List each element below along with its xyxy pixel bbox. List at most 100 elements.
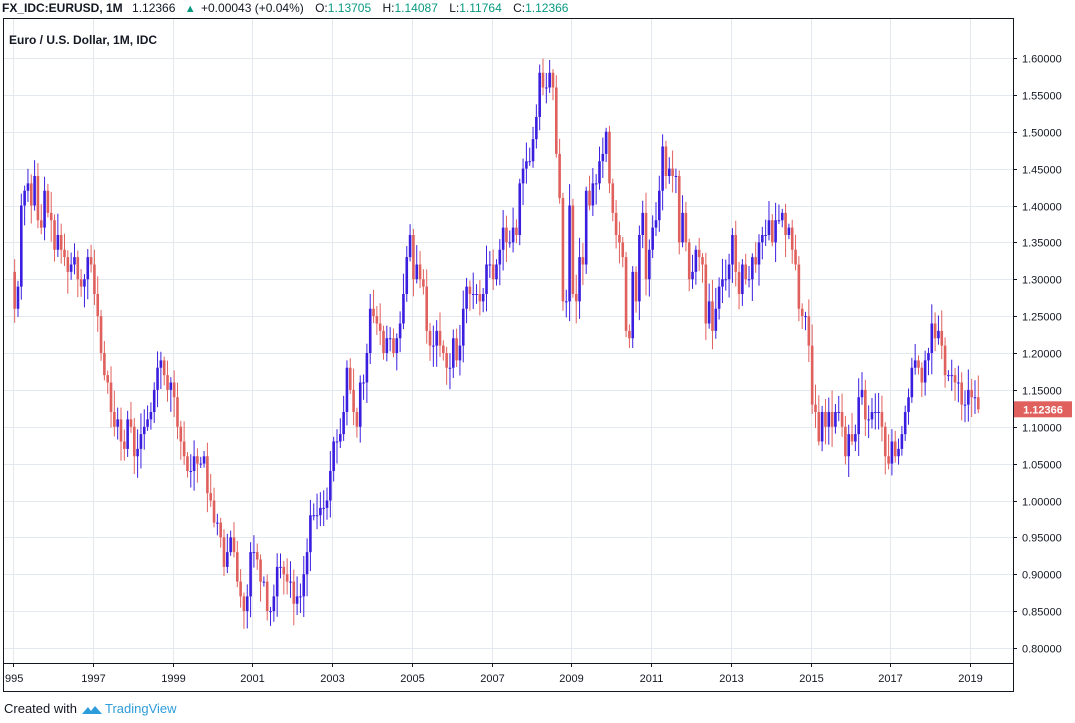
candle-body	[727, 264, 731, 280]
candle-body	[498, 249, 502, 265]
candle-body	[977, 397, 980, 410]
candle	[960, 372, 963, 421]
candle-body	[279, 566, 282, 568]
candle	[222, 529, 226, 577]
candle-body	[189, 471, 193, 472]
candle-body	[927, 353, 930, 361]
symbol-label[interactable]: FX_IDC:EURUSD, 1M	[2, 1, 123, 15]
candle	[481, 288, 485, 313]
candle-body	[770, 220, 774, 243]
candle-body	[49, 212, 53, 221]
candle	[611, 178, 615, 222]
candle-body	[265, 581, 269, 612]
candle	[59, 223, 63, 264]
candle	[329, 451, 332, 518]
candle-body	[362, 382, 365, 384]
candle-body	[551, 72, 555, 88]
footer: Created with TradingView	[4, 701, 177, 720]
candle-body	[179, 426, 183, 442]
candle-body	[900, 434, 904, 449]
candle	[844, 415, 847, 465]
candle-body	[142, 426, 146, 435]
candle	[259, 554, 262, 602]
candle	[89, 244, 93, 273]
candle-body	[850, 434, 854, 442]
candle	[704, 252, 708, 341]
y-tick-label: 1.10000	[1022, 423, 1062, 435]
candle	[554, 75, 558, 158]
candle	[49, 191, 53, 242]
candle-body	[621, 242, 625, 258]
candle	[927, 347, 930, 376]
candles	[13, 58, 980, 629]
candle-body	[950, 375, 954, 377]
candle	[345, 360, 349, 426]
candle	[860, 372, 864, 405]
last-price-label: 1.12366	[1023, 404, 1063, 416]
candle	[654, 202, 658, 237]
candle-body	[292, 581, 296, 604]
candle-body	[761, 235, 764, 243]
candle	[269, 606, 272, 626]
candle	[495, 259, 498, 286]
candle	[249, 542, 252, 618]
candle	[581, 242, 585, 286]
candle-body	[116, 419, 119, 427]
candle-body	[910, 367, 914, 398]
candle	[73, 243, 76, 275]
candle	[226, 533, 229, 574]
candle-body	[172, 382, 176, 398]
candle-body	[943, 345, 947, 376]
candle-body	[890, 441, 894, 464]
candle-body	[342, 412, 345, 435]
candle-body	[747, 279, 751, 281]
candle	[731, 228, 734, 283]
candle	[714, 287, 718, 339]
candle	[820, 405, 824, 452]
candle-body	[535, 117, 538, 140]
candle	[661, 134, 664, 211]
candle-body	[953, 375, 957, 383]
candle-body	[870, 412, 874, 420]
candle-body	[345, 367, 349, 412]
candle-body	[478, 294, 482, 302]
candle-body	[970, 389, 973, 398]
candle	[737, 261, 741, 310]
x-axis-ticks: 995 1997 1999 2001 2003 2005 2007 2009 2011 2013 2…	[5, 663, 983, 685]
tradingview-link[interactable]: TradingView	[104, 701, 177, 716]
candle	[707, 283, 711, 329]
candle-body	[737, 271, 741, 294]
candle	[897, 438, 900, 465]
candle-body	[588, 190, 591, 206]
candle-body	[335, 441, 339, 443]
candle-body	[448, 367, 452, 369]
candle	[103, 341, 106, 381]
candle-body	[930, 323, 934, 353]
candle-body	[511, 227, 515, 243]
candle	[209, 473, 213, 507]
candle	[751, 253, 754, 301]
candle-body	[521, 168, 525, 184]
candle	[285, 558, 289, 595]
candle-body	[219, 522, 222, 538]
candle	[106, 370, 110, 394]
tradingview-logo-icon[interactable]	[81, 703, 103, 720]
candle	[953, 367, 957, 401]
candle-body	[495, 264, 498, 280]
y-tick-label: 1.40000	[1022, 202, 1062, 214]
candle	[365, 343, 369, 403]
x-tick-label: 2003	[320, 673, 344, 685]
x-tick-label: 1997	[81, 673, 105, 685]
candle	[957, 365, 960, 403]
candle	[701, 253, 704, 283]
candle-body	[16, 286, 20, 309]
candle-body	[368, 308, 372, 353]
candle-body	[365, 353, 369, 383]
candle-body	[59, 235, 63, 250]
candle	[129, 401, 133, 433]
candle	[23, 185, 26, 226]
candle	[920, 362, 924, 398]
candle-body	[435, 330, 438, 346]
candle	[830, 390, 834, 447]
